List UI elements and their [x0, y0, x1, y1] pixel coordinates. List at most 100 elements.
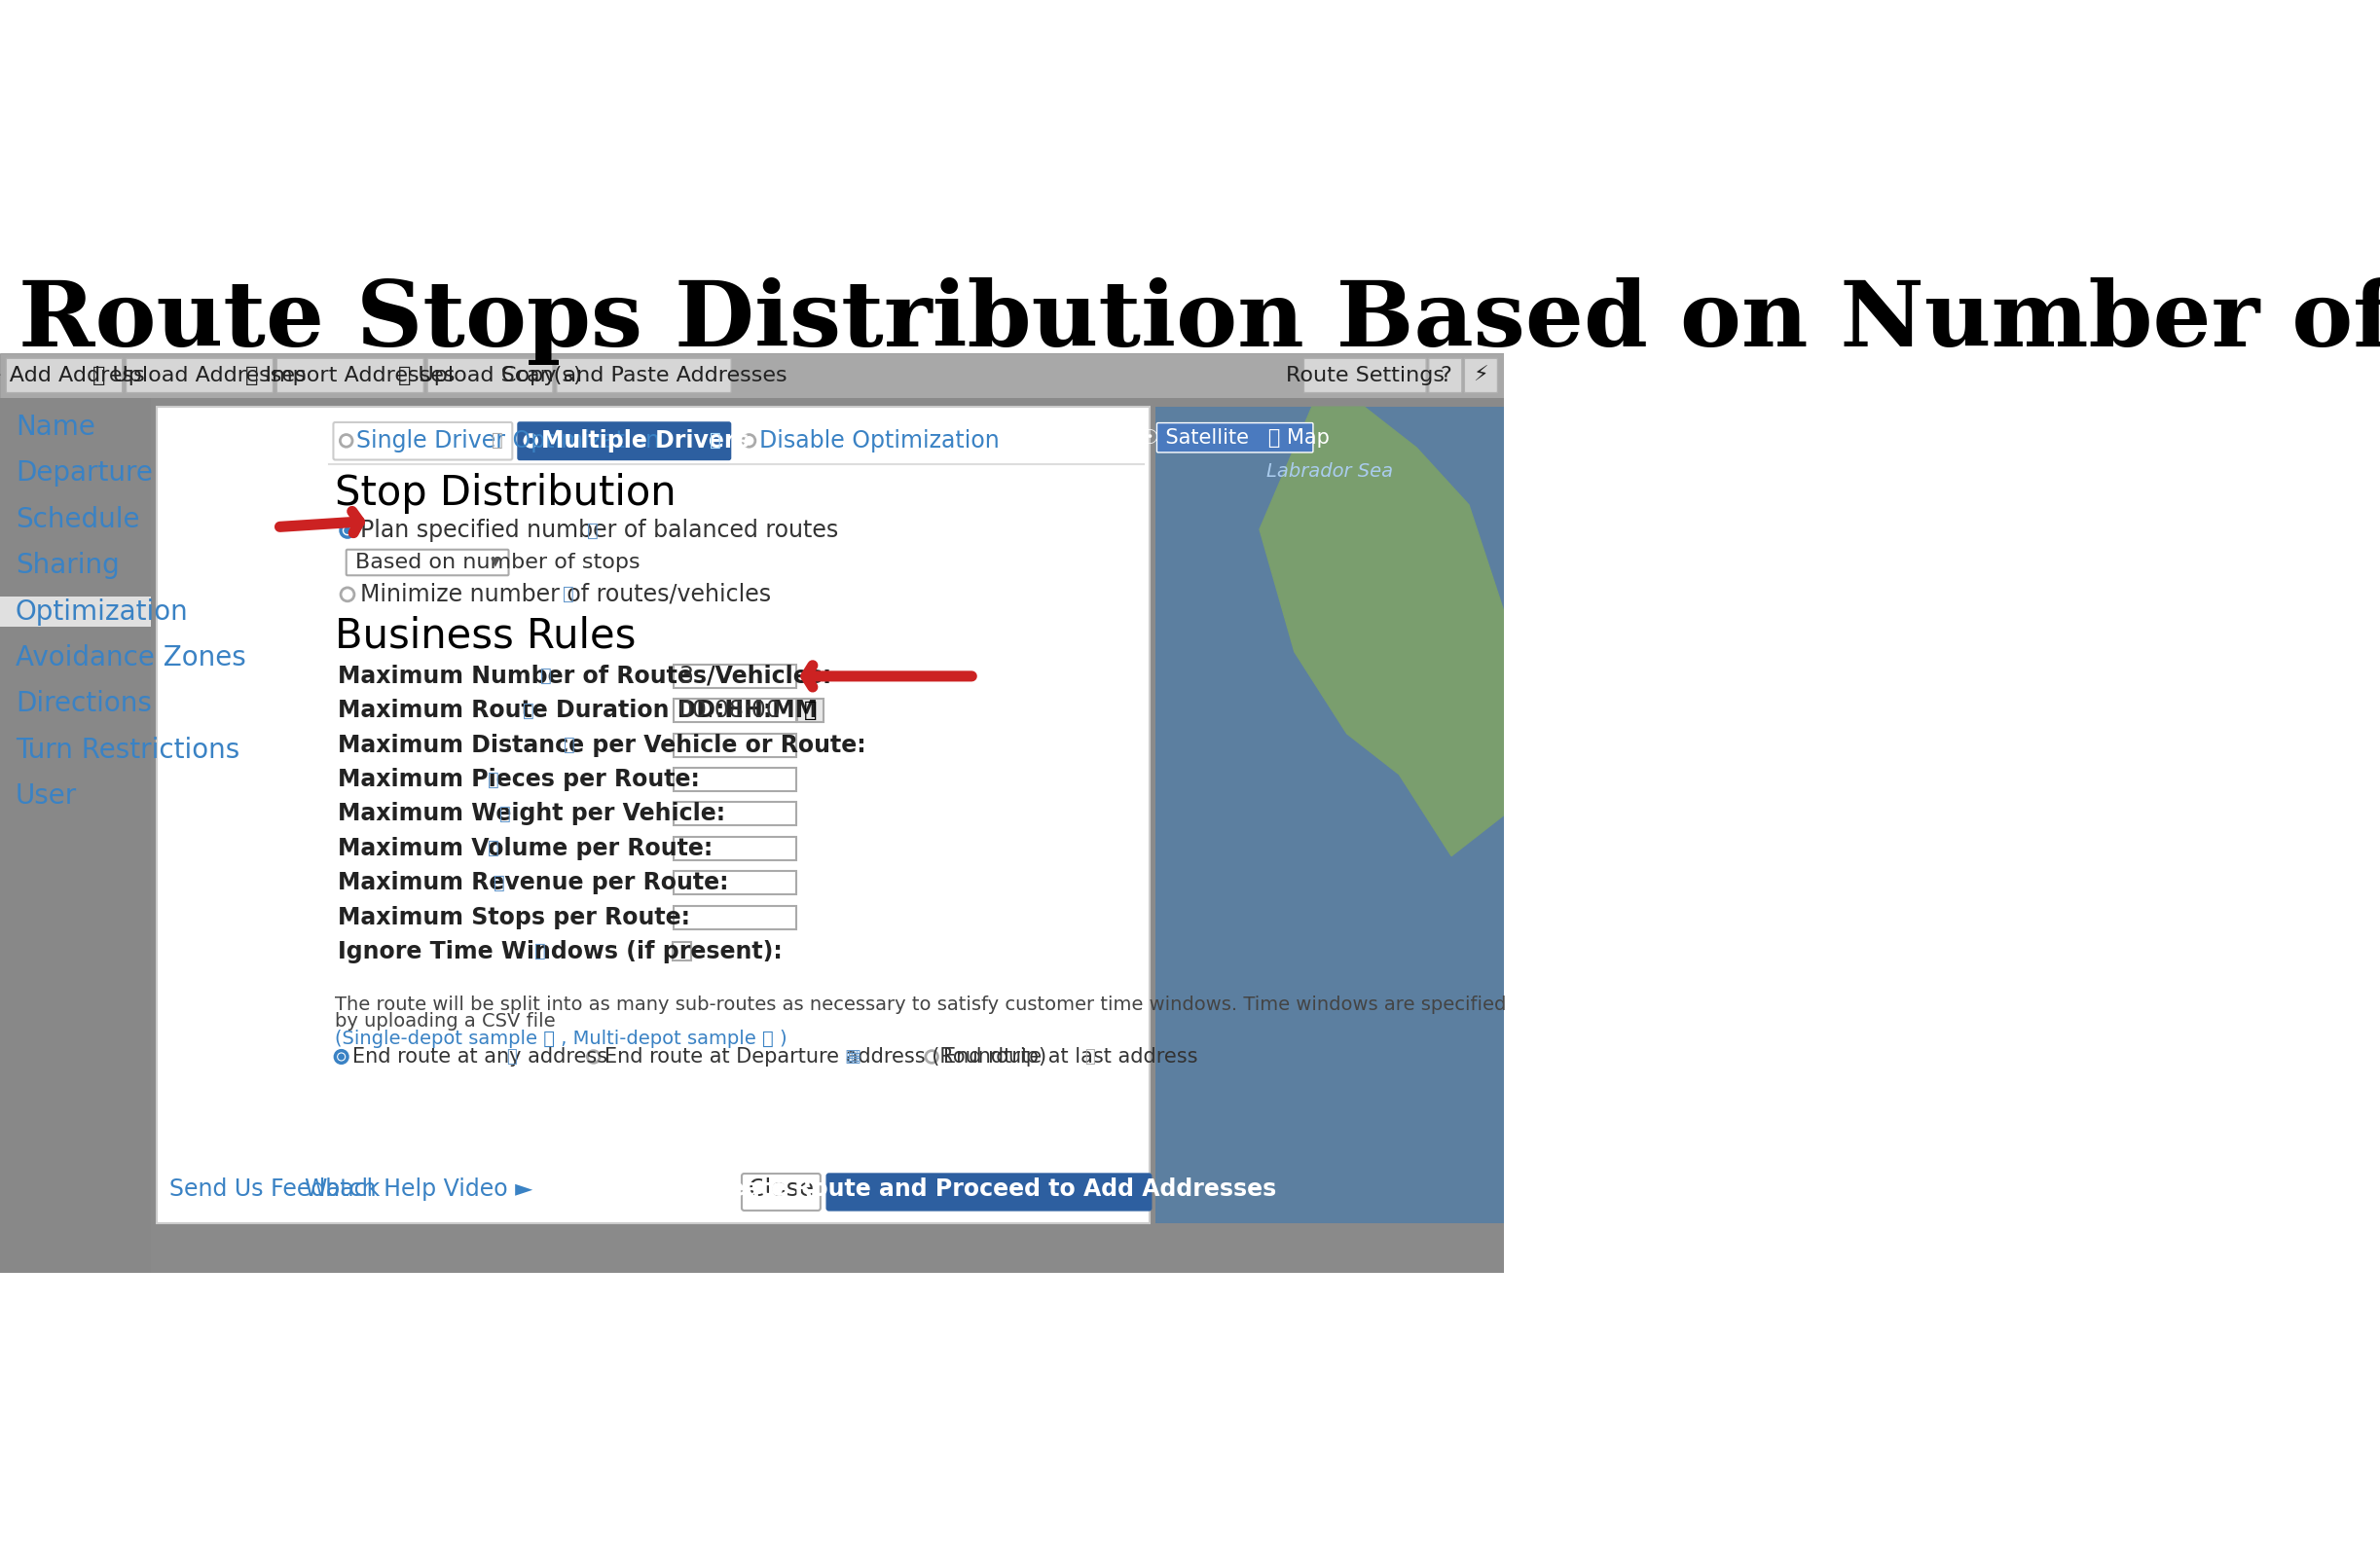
Text: ⓘ: ⓘ — [533, 942, 545, 961]
Text: Route Stops Distribution Based on Number of Stops: Route Stops Distribution Based on Number… — [19, 277, 2380, 364]
Text: Multiple Drivers Optimization: Multiple Drivers Optimization — [540, 430, 923, 453]
Text: Labrador Sea: Labrador Sea — [1266, 462, 1392, 481]
FancyBboxPatch shape — [743, 1174, 821, 1210]
Text: 00:08:00: 00:08:00 — [678, 699, 781, 722]
FancyBboxPatch shape — [157, 406, 1150, 1224]
Text: ⓘ: ⓘ — [524, 701, 533, 719]
Text: ⓘ: ⓘ — [562, 585, 574, 604]
Text: Schedule: Schedule — [14, 506, 140, 532]
Text: Stop Distribution: Stop Distribution — [336, 473, 676, 514]
Circle shape — [340, 587, 355, 601]
Text: ⤓ Upload Scan(s): ⤓ Upload Scan(s) — [397, 366, 583, 385]
Text: by uploading a CSV file: by uploading a CSV file — [336, 1012, 557, 1031]
Text: ⓘ: ⓘ — [588, 522, 600, 540]
Text: Route Settings: Route Settings — [1285, 366, 1445, 385]
Text: ⓘ: ⓘ — [493, 873, 505, 892]
Text: ⤓ Upload Addresses: ⤓ Upload Addresses — [93, 366, 307, 385]
Text: Watch Help Video ►: Watch Help Video ► — [305, 1177, 533, 1200]
Text: ☉ Satellite   🗺 Map: ☉ Satellite 🗺 Map — [1140, 428, 1330, 447]
FancyBboxPatch shape — [674, 802, 797, 825]
Text: Maximum Number of Routes/Vehicles:: Maximum Number of Routes/Vehicles: — [338, 665, 833, 688]
FancyBboxPatch shape — [674, 665, 797, 688]
FancyBboxPatch shape — [1464, 358, 1497, 392]
Circle shape — [588, 1051, 600, 1063]
Text: Maximum Revenue per Route:: Maximum Revenue per Route: — [338, 870, 728, 894]
Text: ⓘ: ⓘ — [490, 431, 502, 450]
FancyBboxPatch shape — [1154, 406, 1504, 1224]
Text: ⓘ: ⓘ — [488, 771, 500, 789]
Text: Maximum Volume per Route:: Maximum Volume per Route: — [338, 836, 714, 859]
Text: ?: ? — [1440, 366, 1452, 385]
Circle shape — [524, 434, 538, 447]
FancyBboxPatch shape — [674, 906, 797, 930]
FancyBboxPatch shape — [345, 550, 509, 576]
Text: Directions: Directions — [14, 690, 152, 718]
FancyBboxPatch shape — [7, 358, 121, 392]
Text: ⓘ: ⓘ — [500, 805, 512, 824]
Text: Disable Optimization: Disable Optimization — [759, 430, 1000, 453]
Text: ⓘ: ⓘ — [709, 431, 721, 450]
FancyBboxPatch shape — [1428, 358, 1461, 392]
Text: End route at Departure address (Roundtrip): End route at Departure address (Roundtri… — [605, 1046, 1047, 1067]
Text: (Single-depot sample ⓘ , Multi-depot sample ⓘ ): (Single-depot sample ⓘ , Multi-depot sam… — [336, 1029, 788, 1048]
Text: ⓘ: ⓘ — [564, 736, 576, 754]
Circle shape — [338, 1054, 345, 1060]
Circle shape — [343, 526, 352, 534]
Circle shape — [743, 434, 754, 447]
FancyBboxPatch shape — [674, 870, 797, 894]
Text: ⓘ: ⓘ — [1085, 1048, 1095, 1065]
FancyBboxPatch shape — [557, 358, 731, 392]
FancyBboxPatch shape — [276, 358, 424, 392]
FancyBboxPatch shape — [735, 422, 897, 459]
Text: Minimize number of routes/vehicles: Minimize number of routes/vehicles — [359, 582, 771, 606]
Text: Create Route and Proceed to Add Addresses: Create Route and Proceed to Add Addresse… — [702, 1177, 1276, 1200]
FancyBboxPatch shape — [674, 768, 797, 791]
Text: + Add Address: + Add Address — [0, 366, 145, 385]
FancyBboxPatch shape — [1157, 424, 1314, 453]
Circle shape — [340, 434, 352, 447]
Circle shape — [528, 438, 533, 444]
Text: ⓘ: ⓘ — [507, 1048, 516, 1065]
Text: Maximum Distance per Vehicle or Route:: Maximum Distance per Vehicle or Route: — [338, 733, 866, 757]
Text: Optimization: Optimization — [14, 598, 188, 626]
Text: Send Us Feedback: Send Us Feedback — [169, 1177, 381, 1200]
Text: 3: 3 — [678, 665, 693, 688]
Text: Name: Name — [14, 414, 95, 441]
FancyBboxPatch shape — [126, 358, 274, 392]
FancyBboxPatch shape — [826, 1174, 1152, 1210]
FancyBboxPatch shape — [797, 699, 823, 722]
FancyBboxPatch shape — [674, 836, 797, 859]
Text: Copy and Paste Addresses: Copy and Paste Addresses — [502, 366, 788, 385]
Text: Maximum Pieces per Route:: Maximum Pieces per Route: — [338, 768, 700, 791]
FancyBboxPatch shape — [674, 699, 797, 722]
Text: Departure: Departure — [14, 459, 152, 487]
Text: Maximum Route Duration DD:HH:MM: Maximum Route Duration DD:HH:MM — [338, 699, 819, 722]
FancyBboxPatch shape — [0, 353, 1504, 397]
Text: Business Rules: Business Rules — [336, 617, 635, 657]
Text: ▾: ▾ — [490, 553, 500, 571]
FancyBboxPatch shape — [674, 733, 797, 757]
Circle shape — [336, 1051, 347, 1063]
Text: ⚡: ⚡ — [1473, 366, 1488, 385]
Text: ⤓ Import Addresses: ⤓ Import Addresses — [245, 366, 455, 385]
Polygon shape — [1259, 406, 1504, 856]
Text: Maximum Weight per Vehicle:: Maximum Weight per Vehicle: — [338, 802, 726, 825]
Text: Ignore Time Windows (if present):: Ignore Time Windows (if present): — [338, 940, 783, 964]
FancyBboxPatch shape — [1304, 358, 1426, 392]
Text: ⓘ: ⓘ — [488, 839, 500, 858]
FancyBboxPatch shape — [0, 596, 150, 627]
Text: The route will be split into as many sub-routes as necessary to satisfy customer: The route will be split into as many sub… — [336, 995, 1507, 1014]
Text: ▦: ▦ — [845, 1048, 862, 1065]
Text: Sharing: Sharing — [14, 551, 119, 579]
FancyBboxPatch shape — [674, 942, 690, 961]
Text: Maximum Stops per Route:: Maximum Stops per Route: — [338, 906, 690, 930]
Text: ⏰: ⏰ — [804, 701, 816, 721]
Text: End route at last address: End route at last address — [942, 1046, 1197, 1067]
Text: Based on number of stops: Based on number of stops — [355, 553, 640, 571]
Text: Avoidance Zones: Avoidance Zones — [14, 645, 245, 671]
Text: Close: Close — [747, 1177, 814, 1200]
Text: User: User — [14, 783, 76, 810]
Text: ⓘ: ⓘ — [540, 666, 552, 685]
Text: End route at any address: End route at any address — [352, 1046, 607, 1067]
FancyBboxPatch shape — [0, 290, 1504, 353]
